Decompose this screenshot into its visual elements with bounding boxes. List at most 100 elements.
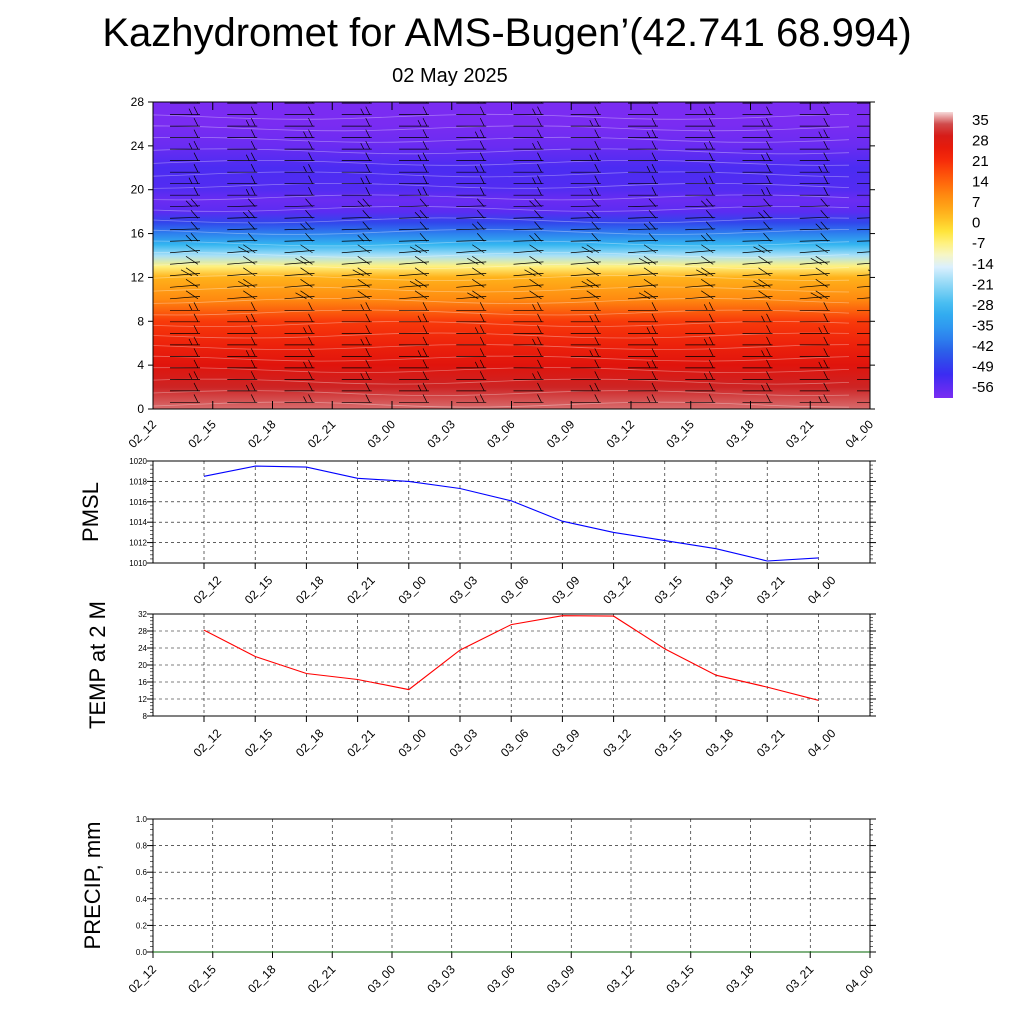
barb-flag [365, 117, 371, 127]
barb-flag [250, 106, 256, 115]
barb-flag [766, 106, 771, 115]
barb-flag [537, 371, 542, 380]
panel-frame [152, 460, 871, 564]
barb-flag [305, 198, 313, 207]
xtick-label: 03_12 [604, 962, 638, 996]
barb-flag [878, 199, 885, 207]
barb-flag [643, 223, 651, 230]
xtick-label: 03_00 [365, 962, 399, 996]
barb-flag [708, 348, 714, 357]
barb-flag [422, 325, 428, 334]
barb-flag [878, 210, 885, 218]
xtick-label: 02_18 [293, 726, 327, 760]
precip-panel: 0.0 0.2 0.4 0.6 0.8 1.0 02_12 02_15 02_18 02_21 03… [80, 815, 876, 996]
xtick-label: 03_06 [484, 962, 518, 996]
isotherm [153, 298, 850, 304]
barb-flag [360, 142, 365, 150]
barb-flag [532, 142, 536, 150]
barb-staff [513, 239, 544, 242]
colorbar-label: 7 [972, 194, 980, 211]
barb-flag [479, 382, 485, 392]
barb-flag [243, 290, 256, 300]
barb-staff [685, 239, 716, 242]
barb-flag [594, 187, 600, 196]
barb-flag [708, 129, 714, 138]
barb-flag [881, 394, 885, 402]
barb-flag [758, 211, 765, 219]
barb-flag [422, 164, 428, 173]
barb-staff [742, 239, 773, 242]
isotherm [153, 332, 850, 339]
barb-flag [193, 152, 199, 161]
barb-flag [472, 279, 485, 288]
section-ytick-label: 24 [131, 139, 145, 153]
barb-flag [300, 223, 307, 230]
barb-flag [243, 211, 250, 219]
xtick-label: 03_15 [651, 726, 685, 760]
barb-flag [705, 221, 714, 230]
barb-flag [761, 350, 765, 357]
section-ytick-label: 4 [137, 358, 144, 372]
barb-flag [873, 245, 885, 253]
barb-flag [479, 106, 485, 115]
barb-staff [169, 205, 201, 208]
barb-flag [308, 336, 313, 346]
barb-staff [856, 240, 870, 242]
barb-flag [308, 140, 313, 150]
barb-flag [365, 175, 371, 184]
barb-flag [422, 382, 428, 392]
section-ytick-label: 12 [131, 270, 145, 284]
barb-flag [479, 325, 485, 334]
barb-flag [651, 313, 657, 322]
barb-flag [185, 255, 199, 265]
barb-flag [823, 187, 829, 196]
barb-flag [308, 313, 313, 322]
section-ytick-label: 28 [131, 95, 145, 109]
barb-flag [308, 106, 313, 115]
barb-staff [513, 205, 544, 208]
barb-flag [594, 117, 600, 127]
barb-flag [185, 234, 193, 242]
barb-flag [589, 119, 594, 127]
barb-flag [873, 279, 885, 287]
barb-staff [742, 216, 773, 219]
barb-flag [651, 140, 657, 150]
barb-flag [651, 359, 657, 369]
barb-flag [250, 313, 256, 322]
xtick-label: 03_06 [498, 573, 532, 607]
barb-flag [758, 267, 771, 277]
section-xtick-label: 03_15 [663, 417, 697, 451]
barb-flag [823, 106, 829, 115]
barb-flag [476, 209, 485, 219]
barb-flag [308, 394, 313, 403]
barb-staff [284, 216, 315, 219]
barb-flag [643, 267, 657, 277]
barb-flag [193, 313, 199, 322]
xtick-label: 03_18 [703, 573, 737, 607]
barb-flag [537, 394, 542, 403]
barb-flag [247, 221, 256, 230]
barb-flag [479, 394, 485, 403]
barb-flag [876, 304, 879, 310]
barb-flag [190, 198, 199, 207]
xtick-label: 02_21 [344, 726, 378, 760]
barb-flag [766, 117, 771, 127]
barb-flag [878, 222, 885, 230]
barb-flag [529, 290, 542, 300]
xtick-label: 03_09 [549, 726, 583, 760]
xtick-label: 03_03 [447, 573, 481, 607]
section-xtick-label: 03_12 [604, 417, 638, 451]
barb-flag [761, 384, 765, 392]
barb-flag [245, 350, 250, 357]
barb-flag [534, 198, 542, 207]
barb-flag [479, 187, 485, 196]
barb-flag [586, 279, 599, 288]
barb-flag [479, 348, 485, 357]
barb-flag [365, 187, 371, 196]
barb-staff [627, 216, 659, 219]
barb-flag [708, 152, 714, 161]
barb-flag [701, 255, 714, 265]
isotherm [153, 344, 850, 350]
colorbar-label: 0 [972, 215, 980, 232]
barb-flag [703, 338, 708, 346]
